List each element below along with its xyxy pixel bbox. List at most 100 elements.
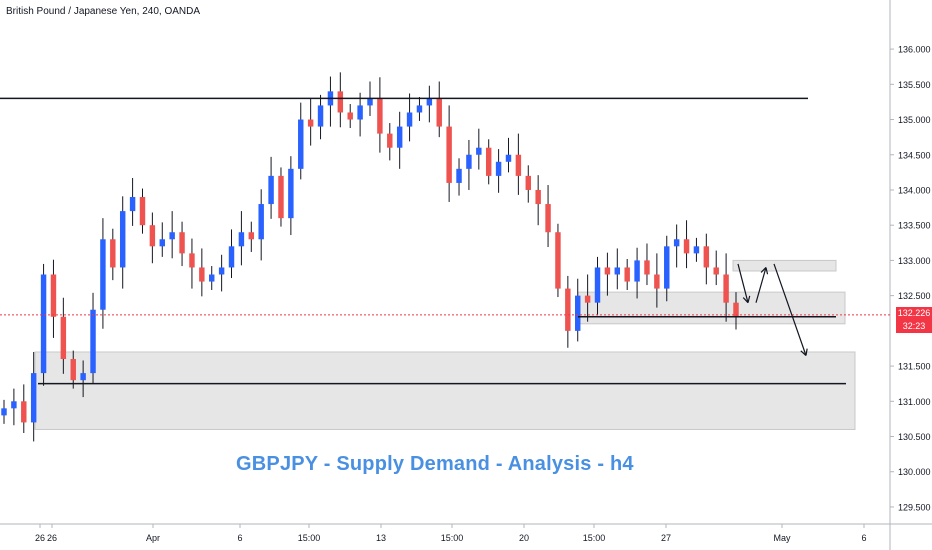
y-tick-label: 130.500: [898, 432, 931, 442]
bear-candle: [139, 197, 146, 226]
x-tick-label: 6: [237, 533, 242, 543]
bear-candle: [654, 274, 660, 289]
y-tick-label: 134.500: [898, 150, 931, 160]
bull-candle: [357, 105, 363, 120]
bull-candle: [367, 98, 373, 106]
bull-candle: [119, 211, 126, 268]
bear-candle: [436, 98, 442, 127]
projection-arrow: [737, 263, 749, 303]
bear-candle: [733, 302, 739, 317]
bear-candle: [199, 267, 205, 282]
projection-arrow-head: [800, 350, 807, 356]
bear-candle: [70, 359, 76, 381]
bear-candle: [624, 267, 630, 282]
bear-candle: [515, 154, 522, 176]
y-tick-label: 132.500: [898, 291, 931, 301]
bear-candle: [179, 232, 185, 254]
bear-candle: [565, 288, 571, 331]
analysis-annotation: GBPJPY - Supply Demand - Analysis - h4: [236, 453, 634, 475]
y-tick-label: 133.500: [898, 221, 931, 231]
bear-candle: [485, 147, 492, 176]
bull-candle: [228, 246, 235, 268]
bull-candle: [396, 126, 403, 148]
x-tick-label: 15:00: [298, 533, 321, 543]
supply-demand-zone: [577, 291, 846, 325]
bull-candle: [90, 309, 96, 374]
bull-candle: [456, 168, 462, 183]
y-tick-label: 131.000: [898, 397, 931, 407]
bear-candle: [278, 175, 284, 219]
y-tick-label: 135.000: [898, 115, 931, 125]
bull-candle: [416, 105, 423, 113]
projection-arrow-head: [805, 348, 808, 356]
y-tick-label: 135.500: [898, 80, 931, 90]
bear-candle: [50, 274, 57, 317]
bull-candle: [426, 98, 433, 106]
bear-candle: [387, 133, 393, 148]
last-price-tag: 132.226: [896, 307, 932, 320]
projection-arrow-head: [765, 267, 769, 275]
bull-candle: [209, 274, 215, 282]
bar-countdown-tag: 32:23: [896, 320, 932, 333]
bull-candle: [238, 232, 245, 247]
bull-candle: [288, 168, 294, 219]
bull-candle: [129, 197, 136, 212]
bear-candle: [21, 401, 27, 423]
x-tick-label: May: [773, 533, 791, 543]
y-tick-label: 136.000: [898, 45, 931, 55]
x-tick-label: 6: [861, 533, 866, 543]
bull-candle: [673, 239, 680, 247]
bear-candle: [60, 316, 67, 360]
bull-candle: [159, 239, 165, 247]
bull-candle: [298, 119, 304, 169]
bull-candle: [406, 112, 413, 127]
bear-candle: [377, 98, 383, 134]
bear-candle: [644, 260, 650, 275]
x-tick-label: 26: [47, 533, 57, 543]
x-tick-label: 20: [519, 533, 529, 543]
bull-candle: [693, 246, 700, 254]
projection-arrow: [773, 263, 807, 356]
bear-candle: [347, 112, 353, 120]
bear-candle: [555, 232, 561, 289]
bear-candle: [525, 175, 531, 190]
bear-candle: [545, 204, 551, 233]
bull-candle: [505, 154, 512, 162]
bull-candle: [1, 408, 7, 416]
x-tick-label: 13: [376, 533, 386, 543]
bull-candle: [317, 105, 324, 127]
bear-candle: [723, 274, 729, 303]
bull-candle: [466, 154, 472, 169]
bull-candle: [268, 175, 274, 205]
x-tick-label: 26: [35, 533, 45, 543]
bull-candle: [594, 267, 601, 303]
y-tick-label: 134.000: [898, 185, 931, 195]
y-tick-label: 131.500: [898, 362, 931, 372]
bear-candle: [683, 239, 690, 254]
bear-candle: [149, 225, 156, 247]
bear-candle: [337, 91, 344, 113]
projection-arrow-head: [747, 295, 751, 303]
bear-candle: [584, 295, 591, 303]
bull-candle: [614, 267, 621, 275]
x-tick-label: 15:00: [583, 533, 606, 543]
supply-demand-zone: [732, 259, 837, 272]
y-tick-label: 129.500: [898, 502, 931, 512]
bull-candle: [575, 295, 581, 331]
bull-candle: [258, 204, 264, 240]
bear-candle: [110, 239, 116, 268]
bear-candle: [446, 126, 452, 183]
bull-candle: [218, 267, 225, 275]
bear-candle: [703, 246, 710, 268]
bear-candle: [604, 267, 611, 275]
y-tick-label: 133.000: [898, 256, 931, 266]
bull-candle: [634, 260, 640, 282]
bear-candle: [535, 189, 541, 205]
y-tick-label: 130.000: [898, 467, 931, 477]
bull-candle: [11, 401, 17, 409]
projection-arrow-head: [742, 297, 749, 304]
supply-demand-zone: [34, 351, 856, 430]
projection-arrow-head: [760, 267, 767, 273]
